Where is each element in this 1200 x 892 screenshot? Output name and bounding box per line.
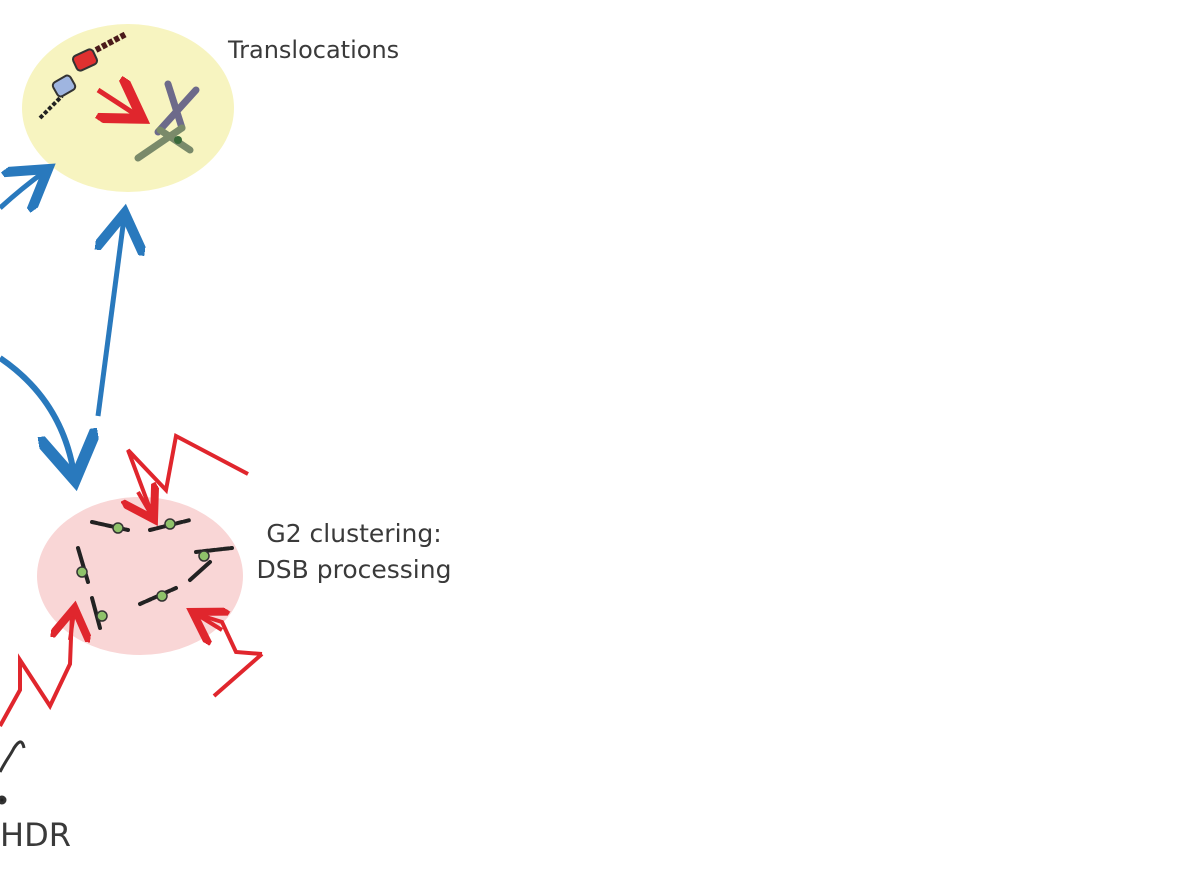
blue-arrow-up [98,218,124,417]
chromosome-fragment-icon [38,31,128,120]
translocations-label: Translocations [227,36,399,64]
translocated-chromosome-icon [134,80,200,162]
blue-arrow-curve-down [0,355,74,474]
dsb-processing-label: DSB processing [257,555,452,584]
hdr-chromatin-icon [0,740,26,805]
red-arrow-right [196,614,222,630]
blue-arrow-to-translocations-left [0,172,44,208]
red-arrow-left [70,612,74,640]
g2-clustering-label: G2 clustering: [266,519,441,548]
hdr-label: HDR [0,816,71,854]
clustering-ellipse [37,497,243,655]
translocation-red-arrow [98,90,138,116]
red-arrow-top [138,492,152,516]
